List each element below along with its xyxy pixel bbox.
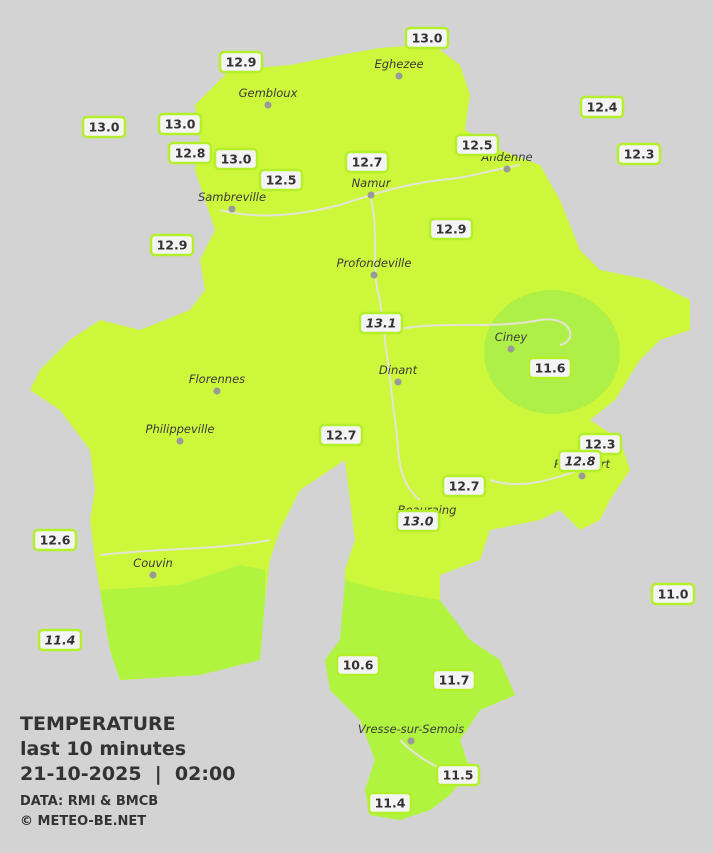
station-temp: 12.6: [40, 533, 71, 548]
station-temp: 11.4: [375, 796, 406, 811]
station-box: [167, 141, 213, 165]
station-temp: 11.6: [535, 361, 566, 376]
legend-datetime: 21-10-2025 | 02:00: [20, 763, 235, 785]
city-dot: [507, 345, 515, 353]
city-dot: [264, 101, 272, 109]
city-label: Ciney: [495, 330, 528, 344]
station-temp: 11.0: [658, 587, 689, 602]
legend-period: last 10 minutes: [20, 738, 186, 760]
city-label: Profondeville: [337, 256, 412, 270]
station-temp: 12.3: [624, 147, 655, 162]
station-box: [395, 509, 441, 533]
city-dot: [228, 205, 236, 213]
station-temp: 13.0: [412, 31, 443, 46]
station-box: [435, 763, 481, 787]
station-box: [37, 628, 83, 652]
legend-source: DATA: RMI & BMCB: [20, 794, 158, 809]
station-temp: 12.4: [587, 100, 618, 115]
station-temp: 12.5: [462, 138, 493, 153]
station-temp: 12.9: [436, 222, 467, 237]
station-temp: 13.0: [403, 514, 434, 529]
city-label: Philippeville: [146, 422, 215, 436]
legend-title: TEMPERATURE: [20, 713, 176, 735]
station-temp: 11.4: [45, 633, 76, 648]
station-box: [579, 95, 625, 119]
station-box: [616, 142, 662, 166]
zone-ciney: [484, 290, 620, 414]
zone-south: [325, 580, 515, 820]
city-label: Dinant: [379, 363, 418, 377]
city-dot: [367, 191, 375, 199]
station-box: [367, 791, 413, 815]
city-dot: [395, 72, 403, 80]
city-label: Namur: [352, 176, 392, 190]
station-box: [431, 668, 477, 692]
city-dot: [176, 437, 184, 445]
city-dot: [370, 271, 378, 279]
station-box: [213, 147, 259, 171]
station-box: [454, 133, 500, 157]
station-temp: 12.5: [266, 173, 297, 188]
city-label: Vresse-sur-Semois: [358, 722, 464, 736]
station-box: [318, 423, 364, 447]
city-label: Sambreville: [198, 190, 266, 204]
station-box: [441, 474, 487, 498]
city-dot: [503, 165, 511, 173]
station-temp: 12.8: [565, 454, 596, 469]
city-dot: [407, 737, 415, 745]
city-dot: [578, 472, 586, 480]
legend-credit: © METEO-BE.NET: [20, 814, 146, 829]
station-box: [258, 168, 304, 192]
station-temp: 13.0: [165, 117, 196, 132]
station-temp: 11.5: [443, 768, 474, 783]
city-label: Florennes: [189, 372, 245, 386]
station-temp: 12.9: [226, 55, 257, 70]
station-box: [32, 528, 78, 552]
station-temp: 12.3: [585, 437, 616, 452]
city-label: Couvin: [133, 556, 173, 570]
station-temp: 12.7: [352, 155, 383, 170]
city-dot: [213, 387, 221, 395]
city-label: Eghezee: [374, 57, 423, 71]
station-temp: 13.0: [221, 152, 252, 167]
station-temp: 12.8: [175, 146, 206, 161]
station-box: [527, 356, 573, 380]
station-box: [81, 115, 127, 139]
station-temp: 13.0: [89, 120, 120, 135]
station-box: [218, 50, 264, 74]
zone-south-west: [100, 565, 265, 680]
station-temp: 10.6: [343, 658, 374, 673]
station-box: [650, 582, 696, 606]
station-box: [358, 311, 404, 335]
station-box: [428, 217, 474, 241]
station-box: [344, 150, 390, 174]
city-dot: [394, 378, 402, 386]
station-temp: 11.7: [439, 673, 470, 688]
station-box: [335, 653, 381, 677]
station-temp: 12.9: [157, 238, 188, 253]
station-box: [404, 26, 450, 50]
station-box: [157, 112, 203, 136]
station-box: [149, 233, 195, 257]
station-temp: 13.1: [366, 316, 397, 331]
station-temp: 12.7: [326, 428, 357, 443]
station-box: [557, 449, 603, 473]
station-temp: 12.7: [449, 479, 480, 494]
city-label: Gembloux: [239, 86, 298, 100]
city-dot: [149, 571, 157, 579]
